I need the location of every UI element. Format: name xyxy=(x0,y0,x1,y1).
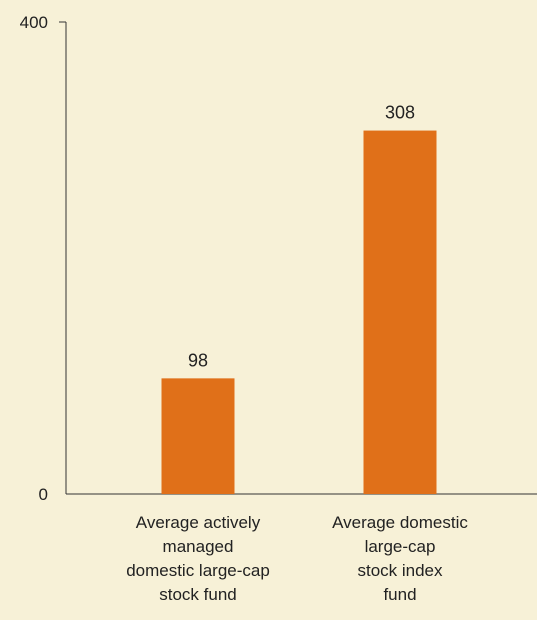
x-category-label-line: Average actively xyxy=(136,513,261,532)
x-category-label-line: stock index xyxy=(357,561,443,580)
x-category-label-line: managed xyxy=(163,537,234,556)
y-tick-label: 400 xyxy=(20,13,48,32)
x-category-label-line: stock fund xyxy=(159,585,237,604)
x-category-label-line: large-cap xyxy=(365,537,436,556)
x-category-label-line: domestic large-cap xyxy=(126,561,270,580)
bar-value-label: 98 xyxy=(188,350,208,370)
x-category-label-line: fund xyxy=(383,585,416,604)
x-category-label-line: Average domestic xyxy=(332,513,468,532)
bar xyxy=(364,131,437,494)
y-tick-label: 0 xyxy=(39,485,48,504)
bar-value-label: 308 xyxy=(385,103,415,123)
bar xyxy=(162,378,235,494)
